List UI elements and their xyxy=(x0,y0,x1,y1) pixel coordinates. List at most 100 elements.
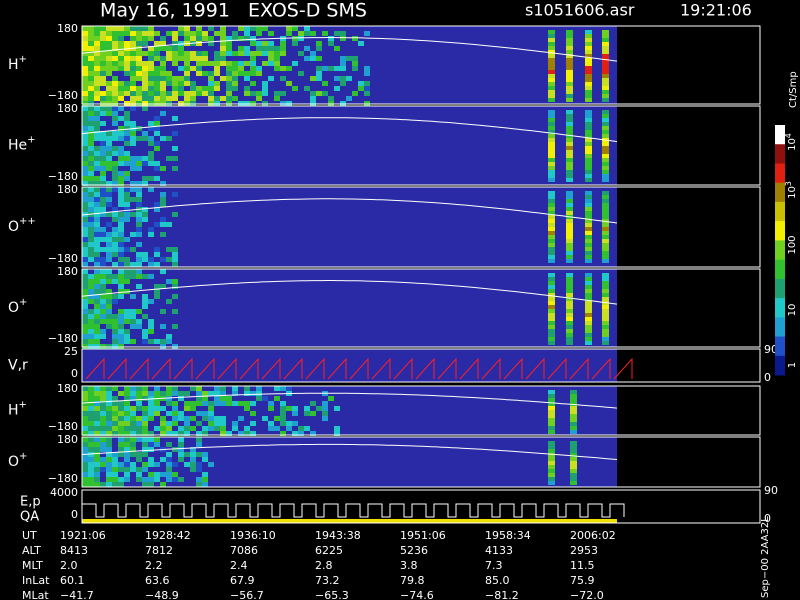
spectrogram-cell xyxy=(566,223,573,227)
spectrogram-cell xyxy=(100,71,106,76)
spectrogram-cell xyxy=(548,414,555,418)
spectrogram-cell xyxy=(566,313,573,317)
spectrogram-cell xyxy=(208,41,214,46)
spectrogram-cell xyxy=(148,136,154,141)
spectrogram-cell xyxy=(82,111,88,116)
spectrogram-cell xyxy=(124,207,130,212)
spectrogram-cell xyxy=(172,56,178,61)
spectrogram-cell xyxy=(154,41,160,46)
spectrogram-cell xyxy=(124,426,130,431)
spectrogram-cell xyxy=(585,30,592,34)
spectrogram-cell xyxy=(88,227,94,232)
spectrogram-cell xyxy=(124,71,130,76)
spectrogram-cell xyxy=(136,457,142,462)
spectrogram-cell xyxy=(166,339,172,344)
spectrogram-cell xyxy=(88,421,94,426)
spectrogram-cell xyxy=(130,314,136,319)
spectrogram-cell xyxy=(346,76,352,81)
spectrogram-cell xyxy=(148,46,154,51)
spectrogram-cell xyxy=(238,71,244,76)
spectrogram-cell xyxy=(106,41,112,46)
spectrogram-cell xyxy=(602,122,609,126)
spectrogram-cell xyxy=(548,207,555,211)
spectrogram-cell xyxy=(136,252,142,257)
spectrogram-cell xyxy=(124,237,130,242)
spectrogram-cell xyxy=(112,91,118,96)
spectrogram-cell xyxy=(118,176,124,181)
spectrogram-cell xyxy=(602,325,609,329)
spectrogram-cell xyxy=(100,96,106,101)
spectrogram-cell xyxy=(166,457,172,462)
spectrogram-cell xyxy=(142,176,148,181)
spectrogram-cell xyxy=(94,324,100,329)
spectrogram-cell xyxy=(232,51,238,56)
spectrogram-cell xyxy=(566,178,573,182)
spectrogram-cell xyxy=(566,305,573,309)
spectrogram-cell xyxy=(142,81,148,86)
ephemeris-value: 2.2 xyxy=(145,559,163,572)
spectrogram-cell xyxy=(256,71,262,76)
spectrogram-cell xyxy=(88,192,94,197)
spectrogram-cell xyxy=(82,151,88,156)
pitch-curve xyxy=(81,280,618,305)
ephemeris-value: 1936:10 xyxy=(230,529,276,542)
spectrogram-cell xyxy=(184,431,190,436)
spectrogram-cell xyxy=(118,136,124,141)
spectrogram-cell xyxy=(82,279,88,284)
spectrogram-cell xyxy=(154,166,160,171)
spectrogram-cell xyxy=(112,242,118,247)
spectrogram-cell xyxy=(106,31,112,36)
spectrogram-cell xyxy=(602,146,609,150)
spectrogram-cell xyxy=(82,86,88,91)
spectrogram-cell xyxy=(585,231,592,235)
spectrogram-cell xyxy=(566,58,573,62)
spectrogram-cell xyxy=(602,191,609,195)
panel-label-sup: + xyxy=(19,451,27,462)
spectrogram-cell xyxy=(118,482,124,487)
spectrogram-cell xyxy=(274,416,280,421)
spectrogram-cell xyxy=(566,154,573,158)
spectrogram-cell xyxy=(304,26,310,31)
spectrogram-cell xyxy=(100,391,106,396)
right-tick-label: 90 xyxy=(764,484,778,497)
spectrogram-cell xyxy=(570,449,577,453)
ephemeris-row-label: MLT xyxy=(22,559,43,572)
spectrogram-cell xyxy=(82,141,88,146)
spectrogram-cell xyxy=(82,339,88,344)
spectrogram-cell xyxy=(548,333,555,337)
spectrogram-cell xyxy=(548,481,555,485)
spectrogram-cell xyxy=(118,96,124,101)
right-tick-label: 0 xyxy=(764,371,771,384)
spectrogram-cell xyxy=(100,279,106,284)
spectrogram-cell xyxy=(548,251,555,255)
spectrogram-cell xyxy=(94,442,100,447)
spectrogram-cell xyxy=(196,386,202,391)
spectrogram-cell xyxy=(184,96,190,101)
spectrogram-cell xyxy=(602,321,609,325)
ephemeris-value: −41.7 xyxy=(60,589,94,600)
spectrogram-cell xyxy=(166,222,172,227)
spectrogram-cell xyxy=(82,136,88,141)
spectrogram-cell xyxy=(88,274,94,279)
spectrogram-cell xyxy=(585,325,592,329)
spectrogram-cell xyxy=(88,314,94,319)
spectrogram-cell xyxy=(548,406,555,410)
spectrogram-cell xyxy=(566,158,573,162)
spectrogram-cell xyxy=(94,232,100,237)
spectrogram-cell xyxy=(585,78,592,82)
spectrogram-cell xyxy=(100,314,106,319)
spectrogram-cell xyxy=(178,41,184,46)
spectrogram-cell xyxy=(94,96,100,101)
spectrogram-cell xyxy=(166,391,172,396)
spectrogram-cell xyxy=(106,294,112,299)
spectrogram-cell xyxy=(88,467,94,472)
spectrogram-cell xyxy=(94,56,100,61)
spectrogram-cell xyxy=(106,61,112,66)
spectrogram-cell xyxy=(100,426,106,431)
spectrogram-cell xyxy=(118,116,124,121)
spectrogram-cell xyxy=(112,279,118,284)
spectrogram-cell xyxy=(148,339,154,344)
spectrogram-cell xyxy=(124,81,130,86)
spectrogram-cell xyxy=(118,279,124,284)
spectrogram-cell xyxy=(585,309,592,313)
